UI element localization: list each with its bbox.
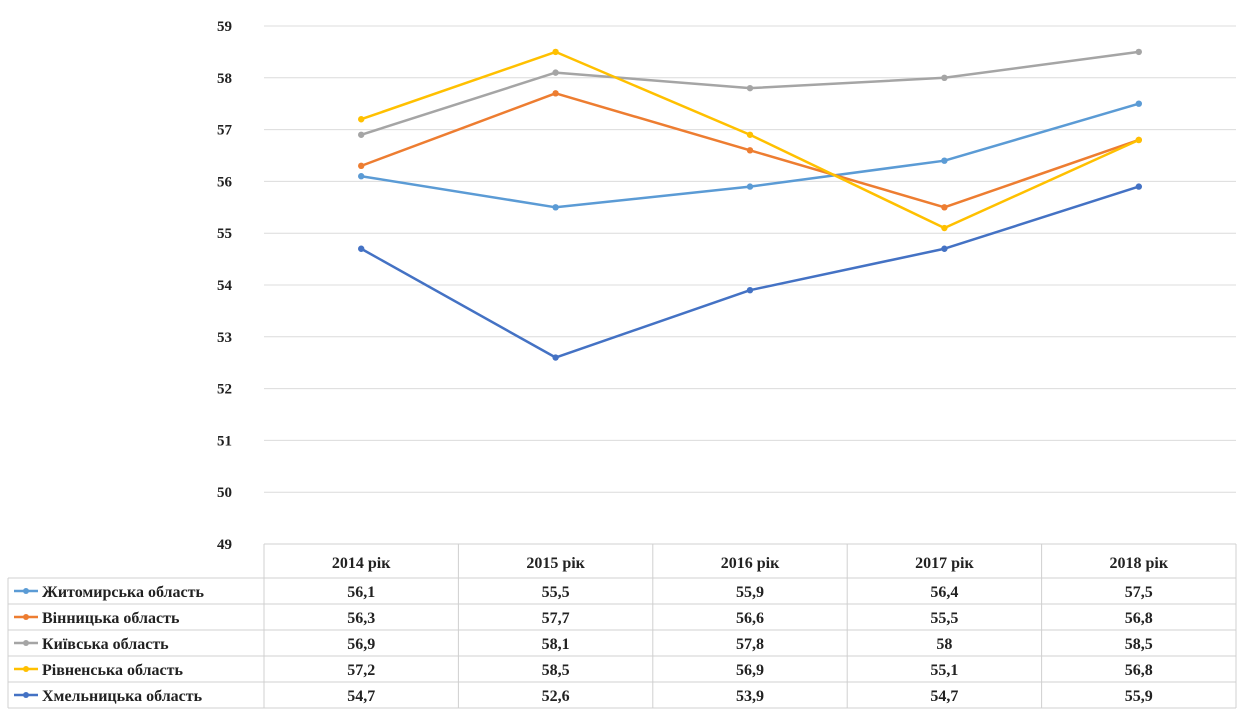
y-tick-label: 53 — [217, 330, 232, 346]
data-point — [746, 131, 754, 138]
table-value-cell: 56,1 — [347, 584, 375, 601]
data-point — [941, 224, 948, 232]
table-value-cell: 57,2 — [347, 662, 375, 679]
table-value-cell: 56,9 — [347, 636, 375, 653]
table-value-cell: 56,3 — [347, 610, 375, 627]
y-tick-label: 57 — [217, 123, 233, 139]
table-value-cell: 57,7 — [542, 610, 570, 627]
data-point — [941, 204, 948, 211]
table-value-cell: 58,5 — [1125, 636, 1153, 653]
table-value-cell: 56,6 — [736, 610, 764, 627]
table-value-cell: 56,8 — [1125, 662, 1153, 679]
data-point — [552, 48, 559, 56]
data-point — [358, 173, 365, 180]
data-point — [552, 204, 559, 211]
x-category-label: 2018 рік — [1110, 555, 1169, 572]
data-point — [552, 69, 559, 76]
y-tick-label: 58 — [217, 71, 232, 87]
table-value-cell: 55,9 — [736, 584, 764, 601]
table-value-cell: 55,5 — [542, 584, 570, 601]
data-point — [552, 354, 559, 361]
table-value-cell: 54,7 — [347, 688, 375, 705]
y-axis: 49 50 51 52 53 54 55 56 57 58 59 — [217, 19, 233, 553]
x-category-label: 2016 рік — [721, 555, 780, 572]
legend-series-name: Київська область — [42, 636, 169, 653]
data-point — [941, 74, 948, 82]
table-value-cell: 55,9 — [1125, 688, 1153, 705]
legend-key — [14, 614, 38, 620]
table-value-cell: 58,5 — [542, 662, 570, 679]
gridlines — [264, 25, 1236, 493]
y-tick-label: 56 — [217, 174, 233, 190]
legend-key — [14, 588, 38, 594]
table-value-cell: 57,5 — [1125, 584, 1153, 601]
series-line — [360, 50, 1140, 230]
data-point — [358, 245, 365, 252]
table-value-cell: 55,1 — [930, 662, 958, 679]
legend-key — [14, 640, 38, 646]
data-point — [941, 245, 948, 252]
table-value-cell: 52,6 — [542, 688, 570, 705]
table-value-cell: 55,5 — [930, 610, 958, 627]
legend-series-name: Хмельницька область — [42, 688, 203, 705]
data-point — [1135, 100, 1143, 107]
series — [358, 183, 1143, 361]
data-point — [358, 131, 365, 138]
series — [358, 48, 1143, 138]
data-point — [746, 84, 754, 92]
data-point — [1135, 136, 1143, 144]
y-tick-label: 52 — [217, 382, 232, 398]
y-tick-label: 49 — [217, 537, 232, 553]
table-value-cell: 57,8 — [736, 636, 764, 653]
table-value-cell: 58,1 — [542, 636, 570, 653]
table-value-cell: 56,8 — [1125, 610, 1153, 627]
table-value-cell: 56,4 — [930, 584, 958, 601]
x-category-label: 2014 рік — [332, 555, 391, 572]
series — [358, 100, 1143, 211]
series — [358, 48, 1143, 232]
data-point — [746, 286, 754, 294]
table-value-cell: 58 — [936, 636, 952, 653]
table-value-cell: 56,9 — [736, 662, 764, 679]
data-point — [746, 183, 754, 190]
y-tick-label: 55 — [217, 226, 232, 242]
y-tick-label: 54 — [217, 278, 233, 294]
y-tick-label: 59 — [217, 19, 232, 35]
data-point — [746, 147, 754, 154]
data-point — [941, 157, 948, 164]
legend-series-name: Житомирська область — [42, 584, 204, 601]
data-point — [1135, 48, 1143, 56]
table-value-cell: 54,7 — [930, 688, 958, 705]
legend-series-name: Вінницька область — [42, 610, 180, 627]
data-table: 2014 рік 2015 рік 2016 рік 2017 рік 2018 рік… — [7, 543, 1237, 709]
table-value-cell: 53,9 — [736, 688, 764, 705]
x-category-label: 2015 рік — [526, 555, 585, 572]
series-lines — [358, 48, 1143, 361]
data-point — [552, 90, 559, 97]
legend-series-name: Рівненська область — [42, 662, 183, 679]
x-category-label: 2017 рік — [915, 555, 974, 572]
data-point — [1135, 183, 1143, 190]
legend-key — [14, 692, 38, 698]
y-tick-label: 51 — [217, 433, 232, 449]
data-point — [358, 116, 365, 123]
y-tick-label: 50 — [217, 485, 232, 501]
legend-key — [14, 666, 38, 672]
series-line — [360, 185, 1140, 359]
data-point — [358, 162, 365, 170]
